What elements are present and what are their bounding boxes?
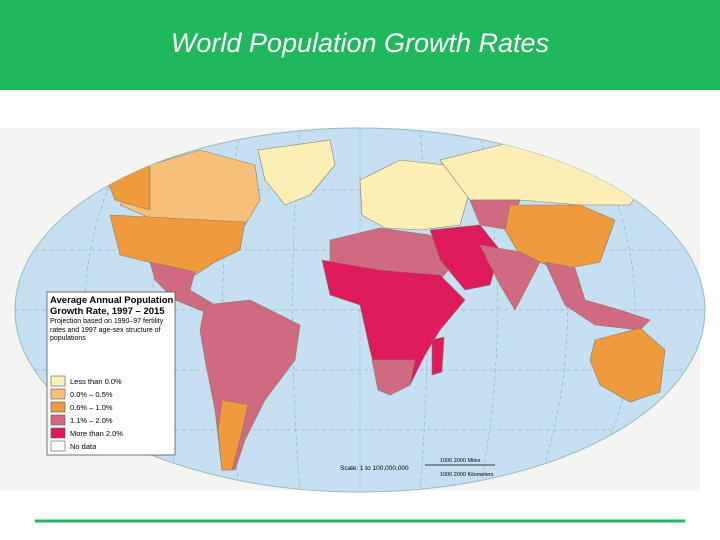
legend-label: 0.6% – 1.0%	[70, 403, 113, 412]
legend-label: Less than 0.0%	[70, 377, 122, 386]
legend-swatch	[50, 388, 66, 400]
legend-label: More than 2.0%	[70, 429, 123, 438]
scale-km: 1000 2000 Kilometers	[440, 472, 494, 478]
europe	[359, 159, 471, 231]
southern-africa	[371, 359, 416, 396]
legend-text: Average Annual Population Growth Rate, 1…	[50, 295, 174, 342]
legend-box	[46, 291, 176, 456]
header: World Population Growth Rates	[0, 0, 720, 90]
legend-title: Average Annual Population Growth Rate, 1…	[50, 295, 174, 317]
legend-label: No data	[70, 442, 97, 451]
legend-swatch	[50, 427, 66, 439]
title: World Population Growth Rates	[170, 28, 550, 58]
australia	[589, 327, 666, 403]
legend-swatch	[50, 414, 66, 426]
india	[479, 244, 541, 311]
africa	[321, 259, 466, 391]
scale-label: Scale: 1 to 100,000,000	[340, 465, 409, 472]
argentina	[217, 399, 249, 471]
legend-swatch	[50, 375, 66, 387]
legend-swatch	[50, 401, 66, 413]
legend-label: 0.0% – 0.5%	[70, 390, 113, 399]
canada	[119, 149, 261, 226]
china	[504, 204, 616, 271]
scale-miles: 1000 2000 Miles	[440, 458, 481, 464]
southeast-asia	[544, 261, 651, 331]
madagascar	[431, 336, 445, 376]
usa	[109, 214, 246, 276]
greenland	[257, 139, 336, 206]
legend-swatch	[50, 440, 66, 452]
legend-note: Projection based on 1990–97 fertility ra…	[50, 318, 164, 342]
legend-items: Less than 0.0% 0.0% – 0.5% 0.6% – 1.0% 1.1%…	[50, 375, 123, 452]
legend-label: 1.1% – 2.0%	[70, 416, 113, 425]
